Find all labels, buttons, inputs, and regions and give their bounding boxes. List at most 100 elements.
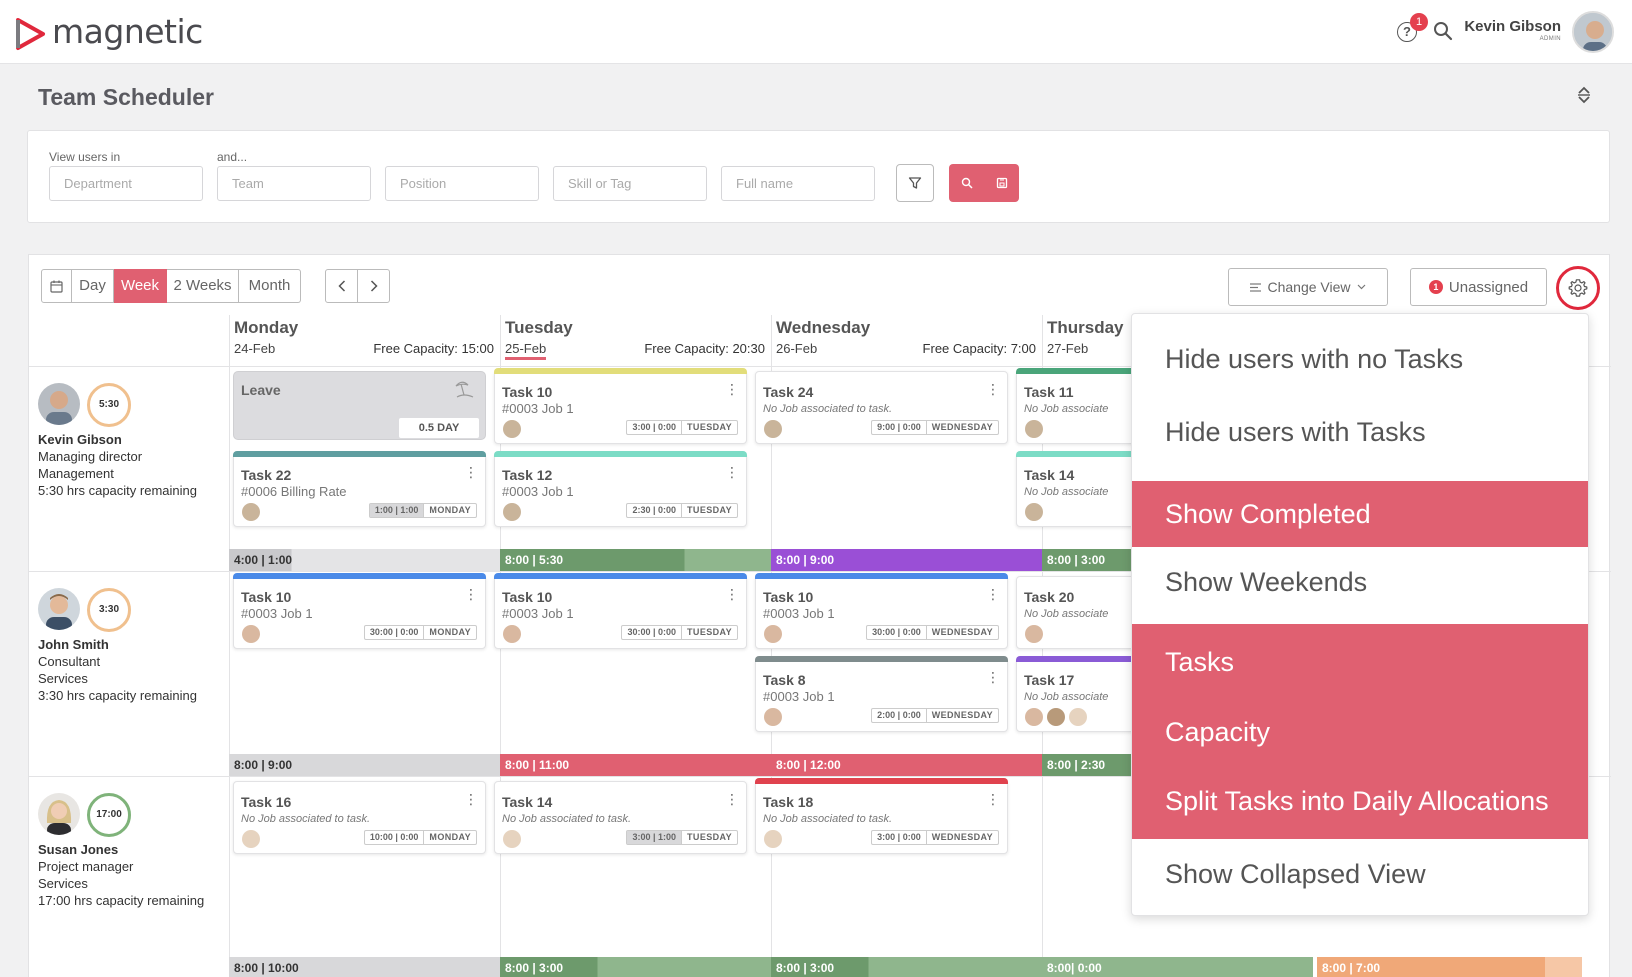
menu-item-show-collapsed-view[interactable]: Show Collapsed View [1165,859,1426,889]
more-options-icon[interactable]: ⋮ [986,669,1000,685]
menu-item-split-tasks-daily[interactable]: Split Tasks into Daily Allocations [1132,768,1588,839]
more-options-icon[interactable]: ⋮ [725,791,739,807]
task-card[interactable]: Task 14 No Job associate [1016,451,1136,527]
menu-item-show-weekends[interactable]: Show Weekends [1165,567,1368,597]
assignee-avatar [242,503,260,521]
task-card[interactable]: Task 16 No Job associated to task. ⋮ 10:… [233,781,486,854]
more-options-icon[interactable]: ⋮ [464,464,478,480]
user-row-kevin-gibson[interactable]: 5:30 Kevin Gibson Managing director Mana… [29,366,229,571]
current-user-name[interactable]: Kevin Gibson [1464,18,1561,35]
capacity-bar: 8:00 | 9:00 [229,754,500,776]
more-options-icon[interactable]: ⋮ [986,791,1000,807]
leave-title: Leave [241,382,281,398]
collapse-expand-icon[interactable] [1577,86,1591,109]
menu-item-show-completed[interactable]: Show Completed [1132,481,1588,547]
view-month-button[interactable]: Month [239,269,301,303]
task-day: TUESDAY [681,626,737,639]
user-name: John Smith [38,637,109,652]
change-view-dropdown[interactable]: Change View [1228,268,1388,306]
day-name: Monday [234,318,299,337]
full-name-input[interactable] [721,166,875,201]
next-button[interactable] [357,269,390,303]
task-time-chip: 1:00 | 1:00 MONDAY [368,503,477,518]
grid-divider [229,315,230,977]
more-options-icon[interactable]: ⋮ [986,381,1000,397]
more-options-icon[interactable]: ⋮ [725,586,739,602]
capacity-bar: 8:00 | 3:00 [771,957,1042,977]
day-date-today: 25-Feb [505,341,547,360]
more-options-icon[interactable]: ⋮ [464,791,478,807]
task-card[interactable]: Task 18 No Job associated to task. ⋮ 3:0… [755,778,1008,854]
previous-button[interactable] [325,269,358,303]
logo[interactable]: magnetic [16,11,203,54]
task-card[interactable]: Task 22 #0006 Billing Rate ⋮ 1:00 | 1:00… [233,451,486,527]
task-job: No Job associated to task. [502,813,632,825]
save-icon [996,177,1007,189]
more-options-icon[interactable]: ⋮ [725,464,739,480]
more-options-icon[interactable]: ⋮ [986,586,1000,602]
menu-item-capacity[interactable]: Capacity [1132,696,1588,768]
skill-or-tag-input[interactable] [553,166,707,201]
chevron-left-icon [337,280,345,292]
task-job: #0003 Job 1 [241,606,313,621]
task-job: #0006 Billing Rate [241,484,347,499]
task-job: No Job associated to task. [241,813,371,825]
position-input[interactable] [385,166,539,201]
grid-divider [29,776,1611,777]
filter-panel: View users in and... [27,130,1610,223]
task-title: Task 24 [763,384,814,400]
task-time-chip: 2:00 | 0:00 WEDNESDAY [871,708,999,723]
chevron-down-icon [1357,284,1365,290]
user-row-john-smith[interactable]: 3:30 John Smith Consultant Services 3:30… [29,571,229,776]
user-department: Services [38,671,88,686]
task-card[interactable]: Task 20 No Job associate [1016,576,1136,649]
search-button[interactable] [949,164,984,202]
department-input[interactable] [49,166,203,201]
task-card[interactable]: Task 10 #0003 Job 1 ⋮ 30:00 | 0:00 MONDAY [233,573,486,649]
task-title: Task 17 [1024,672,1075,688]
task-color-bar [233,451,486,457]
task-title: Task 16 [241,794,292,810]
task-card[interactable]: Task 17 No Job associate [1016,656,1136,732]
filter-button[interactable] [896,164,934,202]
leave-card[interactable]: Leave 0.5 DAY [233,371,486,440]
date-picker-button[interactable] [41,269,72,303]
task-color-bar [1016,368,1136,374]
more-options-icon[interactable]: ⋮ [725,381,739,397]
menu-item-hide-users-no-tasks[interactable]: Hide users with no Tasks [1165,344,1464,374]
view-week-button[interactable]: Week [114,269,167,303]
view-day-button[interactable]: Day [72,269,114,303]
assignee-avatar [1025,503,1043,521]
task-card[interactable]: Task 8 #0003 Job 1 ⋮ 2:00 | 0:00 WEDNESDA… [755,656,1008,732]
task-day: TUESDAY [681,831,737,844]
help-button[interactable]: ? 1 [1397,13,1428,44]
task-job: No Job associated to task. [763,403,893,415]
task-card[interactable]: Task 12 #0003 Job 1 ⋮ 2:30 | 0:00 TUESDAY [494,451,747,527]
task-card[interactable]: Task 14 No Job associated to task. ⋮ 3:0… [494,781,747,854]
user-title: Managing director [38,449,143,464]
view-2-weeks-button[interactable]: 2 Weeks [167,269,239,303]
search-save-button-group [949,164,1019,202]
user-department: Management [38,466,114,481]
search-icon[interactable] [1433,21,1453,46]
task-card[interactable]: Task 10 #0003 Job 1 ⋮ 30:00 | 0:00 WEDNES… [755,573,1008,649]
menu-item-hide-users-with-tasks[interactable]: Hide users with Tasks [1165,417,1426,447]
unassigned-button[interactable]: 1 Unassigned [1410,268,1547,306]
settings-button[interactable] [1556,266,1600,310]
task-card[interactable]: Task 10 #0003 Job 1 ⋮ 30:00 | 0:00 TUESDA… [494,573,747,649]
team-input[interactable] [217,166,371,201]
capacity-bar: 8:00 | 10:00 [229,957,500,977]
current-user-avatar[interactable] [1572,11,1614,53]
task-card[interactable]: Task 24 No Job associated to task. ⋮ 9:0… [755,371,1008,444]
save-button[interactable] [984,164,1019,202]
task-card[interactable]: Task 11 No Job associate [1016,368,1136,444]
assignee-avatar [503,503,521,521]
user-row-susan-jones[interactable]: 17:00 Susan Jones Project manager Servic… [29,776,229,977]
menu-item-tasks[interactable]: Tasks [1132,624,1588,696]
assignee-avatar [242,625,260,643]
logo-text: magnetic [52,11,203,51]
more-options-icon[interactable]: ⋮ [464,586,478,602]
assignee-avatar [764,708,782,726]
task-title: Task 10 [763,589,814,605]
task-card[interactable]: Task 10 #0003 Job 1 ⋮ 3:00 | 0:00 TUESDAY [494,368,747,444]
